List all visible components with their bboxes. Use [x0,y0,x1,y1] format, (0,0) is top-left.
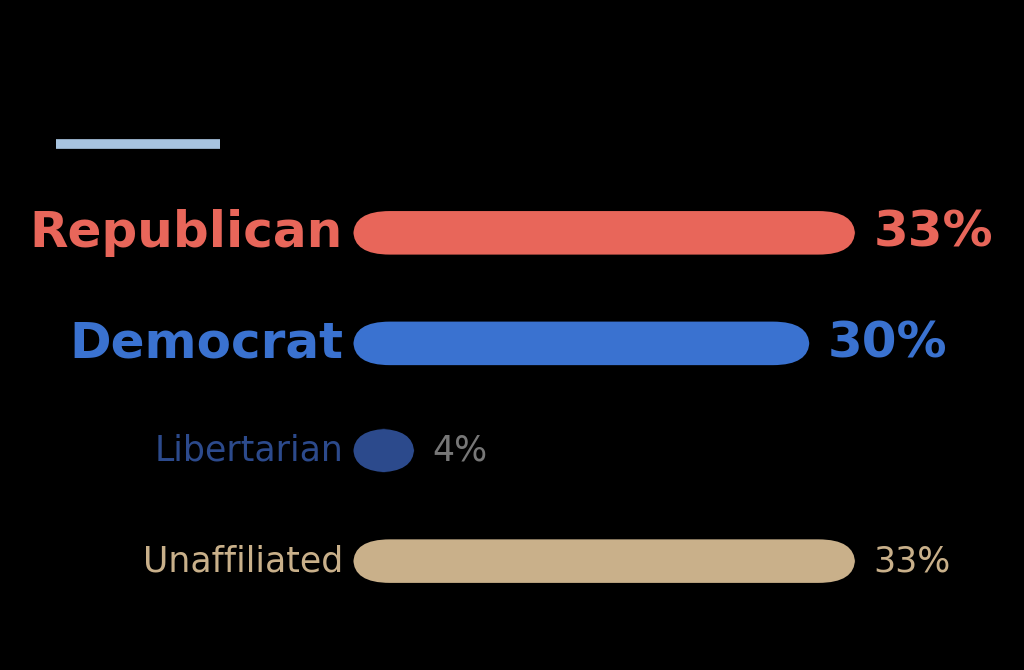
Text: Unaffiliated: Unaffiliated [142,544,343,578]
FancyBboxPatch shape [353,211,855,255]
Text: 33%: 33% [873,209,993,257]
FancyBboxPatch shape [353,322,809,365]
FancyBboxPatch shape [353,429,414,472]
Text: 33%: 33% [873,544,950,578]
Text: Democrat: Democrat [69,320,343,367]
FancyBboxPatch shape [353,539,855,583]
Text: Republican: Republican [30,209,343,257]
Text: 30%: 30% [827,320,947,367]
Text: Libertarian: Libertarian [155,433,343,468]
Text: 4%: 4% [432,433,487,468]
